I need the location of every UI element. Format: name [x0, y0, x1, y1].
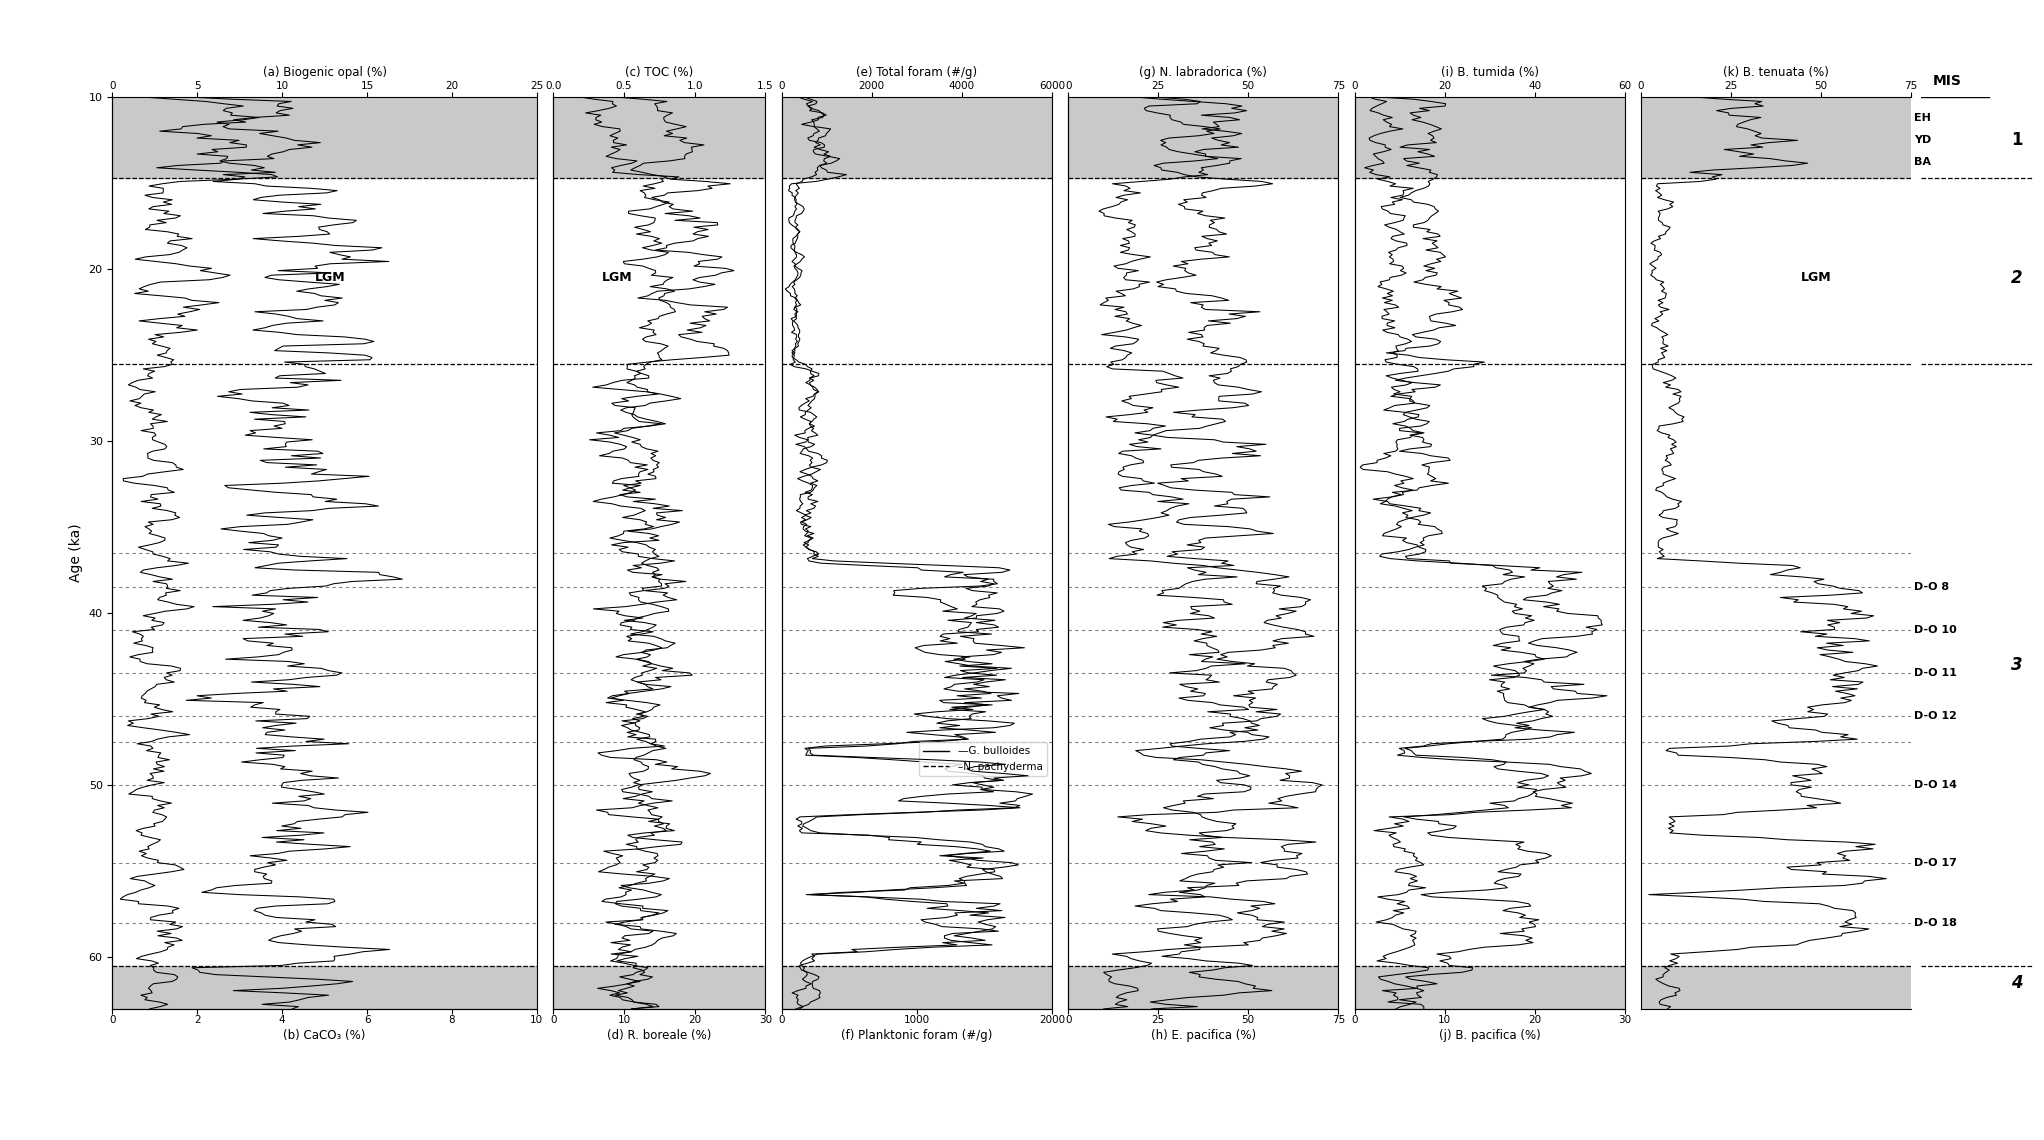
- X-axis label: (f) Planktonic foram (#/g): (f) Planktonic foram (#/g): [840, 1029, 993, 1042]
- Bar: [1355, 97, 1625, 178]
- Text: D-O 17: D-O 17: [1913, 857, 1956, 868]
- Text: 3: 3: [2011, 656, 2024, 674]
- Text: D-O 8: D-O 8: [1913, 583, 1950, 593]
- Text: LGM: LGM: [315, 271, 345, 284]
- Text: 4: 4: [2011, 974, 2024, 992]
- Bar: [1069, 966, 1339, 1009]
- Text: 2: 2: [2011, 269, 2024, 286]
- X-axis label: (k) B. tenuata (%): (k) B. tenuata (%): [1723, 66, 1829, 80]
- Text: 1: 1: [2011, 131, 2024, 149]
- Bar: [554, 97, 764, 178]
- X-axis label: (g) N. labradorica (%): (g) N. labradorica (%): [1139, 66, 1267, 80]
- Bar: [112, 97, 538, 178]
- Text: D-O 10: D-O 10: [1913, 626, 1956, 635]
- X-axis label: (h) E. pacifica (%): (h) E. pacifica (%): [1151, 1029, 1255, 1042]
- Text: BA: BA: [1913, 157, 1932, 168]
- Text: YD: YD: [1913, 135, 1932, 145]
- X-axis label: (b) CaCO₃ (%): (b) CaCO₃ (%): [284, 1029, 366, 1042]
- Text: LGM: LGM: [601, 271, 632, 284]
- Text: LGM: LGM: [1801, 271, 1831, 284]
- Bar: [112, 966, 538, 1009]
- Bar: [554, 966, 764, 1009]
- X-axis label: (i) B. tumida (%): (i) B. tumida (%): [1441, 66, 1539, 80]
- Bar: [781, 966, 1053, 1009]
- Legend: —G. bulloides, –N. pachyderma: —G. bulloides, –N. pachyderma: [920, 742, 1047, 775]
- Text: D-O 18: D-O 18: [1913, 918, 1956, 928]
- Bar: [781, 97, 1053, 178]
- Bar: [1641, 97, 1911, 178]
- Bar: [1641, 966, 1911, 1009]
- Text: D-O 14: D-O 14: [1913, 780, 1956, 790]
- X-axis label: (j) B. pacifica (%): (j) B. pacifica (%): [1439, 1029, 1541, 1042]
- Bar: [1069, 97, 1339, 178]
- Y-axis label: Age (ka): Age (ka): [69, 523, 84, 583]
- Text: D-O 12: D-O 12: [1913, 711, 1956, 722]
- Text: D-O 11: D-O 11: [1913, 668, 1956, 678]
- Text: EH: EH: [1913, 113, 1932, 122]
- Text: MIS: MIS: [1934, 74, 1962, 88]
- Bar: [1355, 966, 1625, 1009]
- X-axis label: (c) TOC (%): (c) TOC (%): [625, 66, 693, 80]
- X-axis label: (e) Total foram (#/g): (e) Total foram (#/g): [856, 66, 977, 80]
- X-axis label: (d) R. boreale (%): (d) R. boreale (%): [607, 1029, 711, 1042]
- X-axis label: (a) Biogenic opal (%): (a) Biogenic opal (%): [262, 66, 386, 80]
